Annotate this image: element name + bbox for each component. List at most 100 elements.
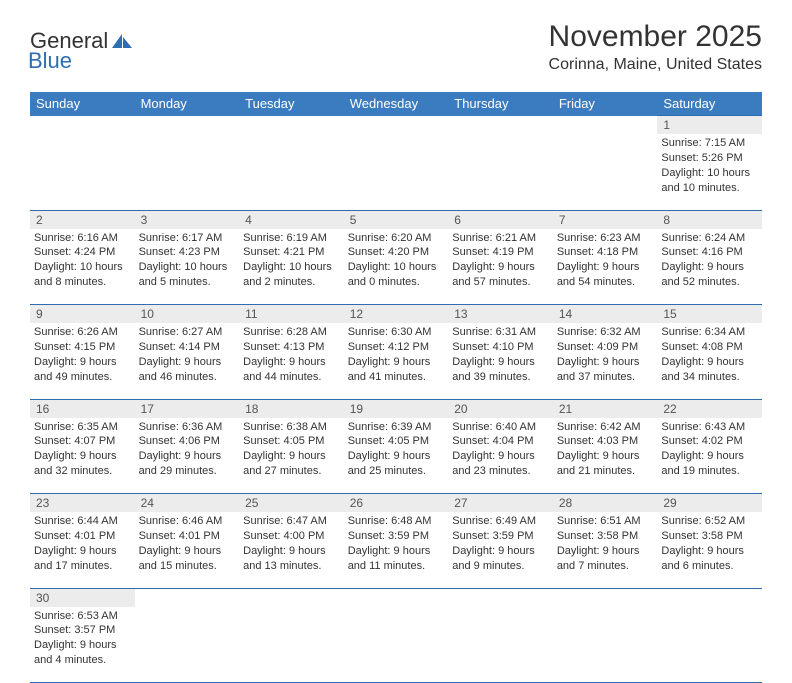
day-number-cell: 12 [344, 305, 449, 324]
day-number: 30 [36, 591, 49, 605]
day-cell: Sunrise: 6:26 AMSunset: 4:15 PMDaylight:… [30, 323, 135, 399]
day-cell: Sunrise: 6:46 AMSunset: 4:01 PMDaylight:… [135, 512, 240, 588]
day-number: 10 [141, 307, 154, 321]
day-number-cell: 7 [553, 210, 658, 229]
day-number: 19 [350, 402, 363, 416]
day-info: Sunrise: 6:49 AMSunset: 3:59 PMDaylight:… [452, 514, 549, 573]
day-info: Sunrise: 6:16 AMSunset: 4:24 PMDaylight:… [34, 231, 131, 290]
day-number-cell: 19 [344, 399, 449, 418]
day-number: 25 [245, 496, 258, 510]
day-cell: Sunrise: 6:47 AMSunset: 4:00 PMDaylight:… [239, 512, 344, 588]
day-info: Sunrise: 6:53 AMSunset: 3:57 PMDaylight:… [34, 609, 131, 668]
day-number: 22 [663, 402, 676, 416]
day-number-row: 2345678 [30, 210, 762, 229]
day-number: 9 [36, 307, 43, 321]
calendar-table: SundayMondayTuesdayWednesdayThursdayFrid… [30, 92, 762, 683]
day-cell [135, 134, 240, 210]
day-number-cell [30, 116, 135, 135]
week-info-row: Sunrise: 6:26 AMSunset: 4:15 PMDaylight:… [30, 323, 762, 399]
day-cell: Sunrise: 6:21 AMSunset: 4:19 PMDaylight:… [448, 229, 553, 305]
day-number: 20 [454, 402, 467, 416]
day-number-cell: 26 [344, 494, 449, 513]
day-header: Thursday [448, 92, 553, 116]
day-number: 26 [350, 496, 363, 510]
day-cell [135, 607, 240, 683]
day-info: Sunrise: 6:34 AMSunset: 4:08 PMDaylight:… [661, 325, 758, 384]
day-number-cell: 4 [239, 210, 344, 229]
day-number-cell: 5 [344, 210, 449, 229]
day-number-cell: 20 [448, 399, 553, 418]
day-cell [239, 134, 344, 210]
day-number: 28 [559, 496, 572, 510]
day-number-cell [553, 116, 658, 135]
day-number: 23 [36, 496, 49, 510]
day-cell: Sunrise: 7:15 AMSunset: 5:26 PMDaylight:… [657, 134, 762, 210]
day-cell [553, 607, 658, 683]
day-number-cell [657, 588, 762, 607]
day-info: Sunrise: 6:20 AMSunset: 4:20 PMDaylight:… [348, 231, 445, 290]
day-number: 1 [663, 118, 670, 132]
day-info: Sunrise: 6:28 AMSunset: 4:13 PMDaylight:… [243, 325, 340, 384]
day-number-cell: 2 [30, 210, 135, 229]
day-number: 2 [36, 213, 43, 227]
day-cell: Sunrise: 6:49 AMSunset: 3:59 PMDaylight:… [448, 512, 553, 588]
day-info: Sunrise: 6:48 AMSunset: 3:59 PMDaylight:… [348, 514, 445, 573]
day-header: Sunday [30, 92, 135, 116]
day-number-row: 30 [30, 588, 762, 607]
day-header: Saturday [657, 92, 762, 116]
day-number-cell [344, 116, 449, 135]
day-header: Wednesday [344, 92, 449, 116]
day-cell: Sunrise: 6:32 AMSunset: 4:09 PMDaylight:… [553, 323, 658, 399]
day-cell: Sunrise: 6:38 AMSunset: 4:05 PMDaylight:… [239, 418, 344, 494]
day-info: Sunrise: 6:19 AMSunset: 4:21 PMDaylight:… [243, 231, 340, 290]
day-number: 8 [663, 213, 670, 227]
day-number-row: 1 [30, 116, 762, 135]
day-info: Sunrise: 6:21 AMSunset: 4:19 PMDaylight:… [452, 231, 549, 290]
day-info: Sunrise: 6:38 AMSunset: 4:05 PMDaylight:… [243, 420, 340, 479]
day-info: Sunrise: 6:31 AMSunset: 4:10 PMDaylight:… [452, 325, 549, 384]
day-number-cell [239, 116, 344, 135]
week-info-row: Sunrise: 6:35 AMSunset: 4:07 PMDaylight:… [30, 418, 762, 494]
day-cell: Sunrise: 6:27 AMSunset: 4:14 PMDaylight:… [135, 323, 240, 399]
day-number: 7 [559, 213, 566, 227]
day-number-cell: 28 [553, 494, 658, 513]
day-info: Sunrise: 6:40 AMSunset: 4:04 PMDaylight:… [452, 420, 549, 479]
day-info: Sunrise: 6:52 AMSunset: 3:58 PMDaylight:… [661, 514, 758, 573]
day-number: 11 [245, 307, 257, 321]
day-number-cell: 14 [553, 305, 658, 324]
title-block: November 2025 Corinna, Maine, United Sta… [549, 20, 762, 78]
day-number-row: 16171819202122 [30, 399, 762, 418]
day-cell: Sunrise: 6:34 AMSunset: 4:08 PMDaylight:… [657, 323, 762, 399]
day-number-cell: 9 [30, 305, 135, 324]
day-number-cell: 29 [657, 494, 762, 513]
day-number: 12 [350, 307, 363, 321]
day-number: 4 [245, 213, 252, 227]
logo-blue-row: Blue [30, 48, 72, 74]
day-info: Sunrise: 6:43 AMSunset: 4:02 PMDaylight:… [661, 420, 758, 479]
day-info: Sunrise: 6:39 AMSunset: 4:05 PMDaylight:… [348, 420, 445, 479]
day-number-cell: 23 [30, 494, 135, 513]
day-cell [657, 607, 762, 683]
day-info: Sunrise: 6:36 AMSunset: 4:06 PMDaylight:… [139, 420, 236, 479]
week-info-row: Sunrise: 6:53 AMSunset: 3:57 PMDaylight:… [30, 607, 762, 683]
day-info: Sunrise: 7:15 AMSunset: 5:26 PMDaylight:… [661, 136, 758, 195]
day-cell [344, 134, 449, 210]
day-number-cell [553, 588, 658, 607]
day-header: Tuesday [239, 92, 344, 116]
day-cell: Sunrise: 6:51 AMSunset: 3:58 PMDaylight:… [553, 512, 658, 588]
day-number: 27 [454, 496, 467, 510]
day-number-cell: 21 [553, 399, 658, 418]
week-info-row: Sunrise: 6:16 AMSunset: 4:24 PMDaylight:… [30, 229, 762, 305]
day-number-cell: 24 [135, 494, 240, 513]
day-cell: Sunrise: 6:30 AMSunset: 4:12 PMDaylight:… [344, 323, 449, 399]
day-cell: Sunrise: 6:19 AMSunset: 4:21 PMDaylight:… [239, 229, 344, 305]
day-info: Sunrise: 6:27 AMSunset: 4:14 PMDaylight:… [139, 325, 236, 384]
day-number: 18 [245, 402, 258, 416]
day-number-cell: 25 [239, 494, 344, 513]
day-cell: Sunrise: 6:20 AMSunset: 4:20 PMDaylight:… [344, 229, 449, 305]
day-number-cell [135, 588, 240, 607]
day-info: Sunrise: 6:26 AMSunset: 4:15 PMDaylight:… [34, 325, 131, 384]
week-info-row: Sunrise: 6:44 AMSunset: 4:01 PMDaylight:… [30, 512, 762, 588]
day-number: 13 [454, 307, 467, 321]
day-cell [30, 134, 135, 210]
